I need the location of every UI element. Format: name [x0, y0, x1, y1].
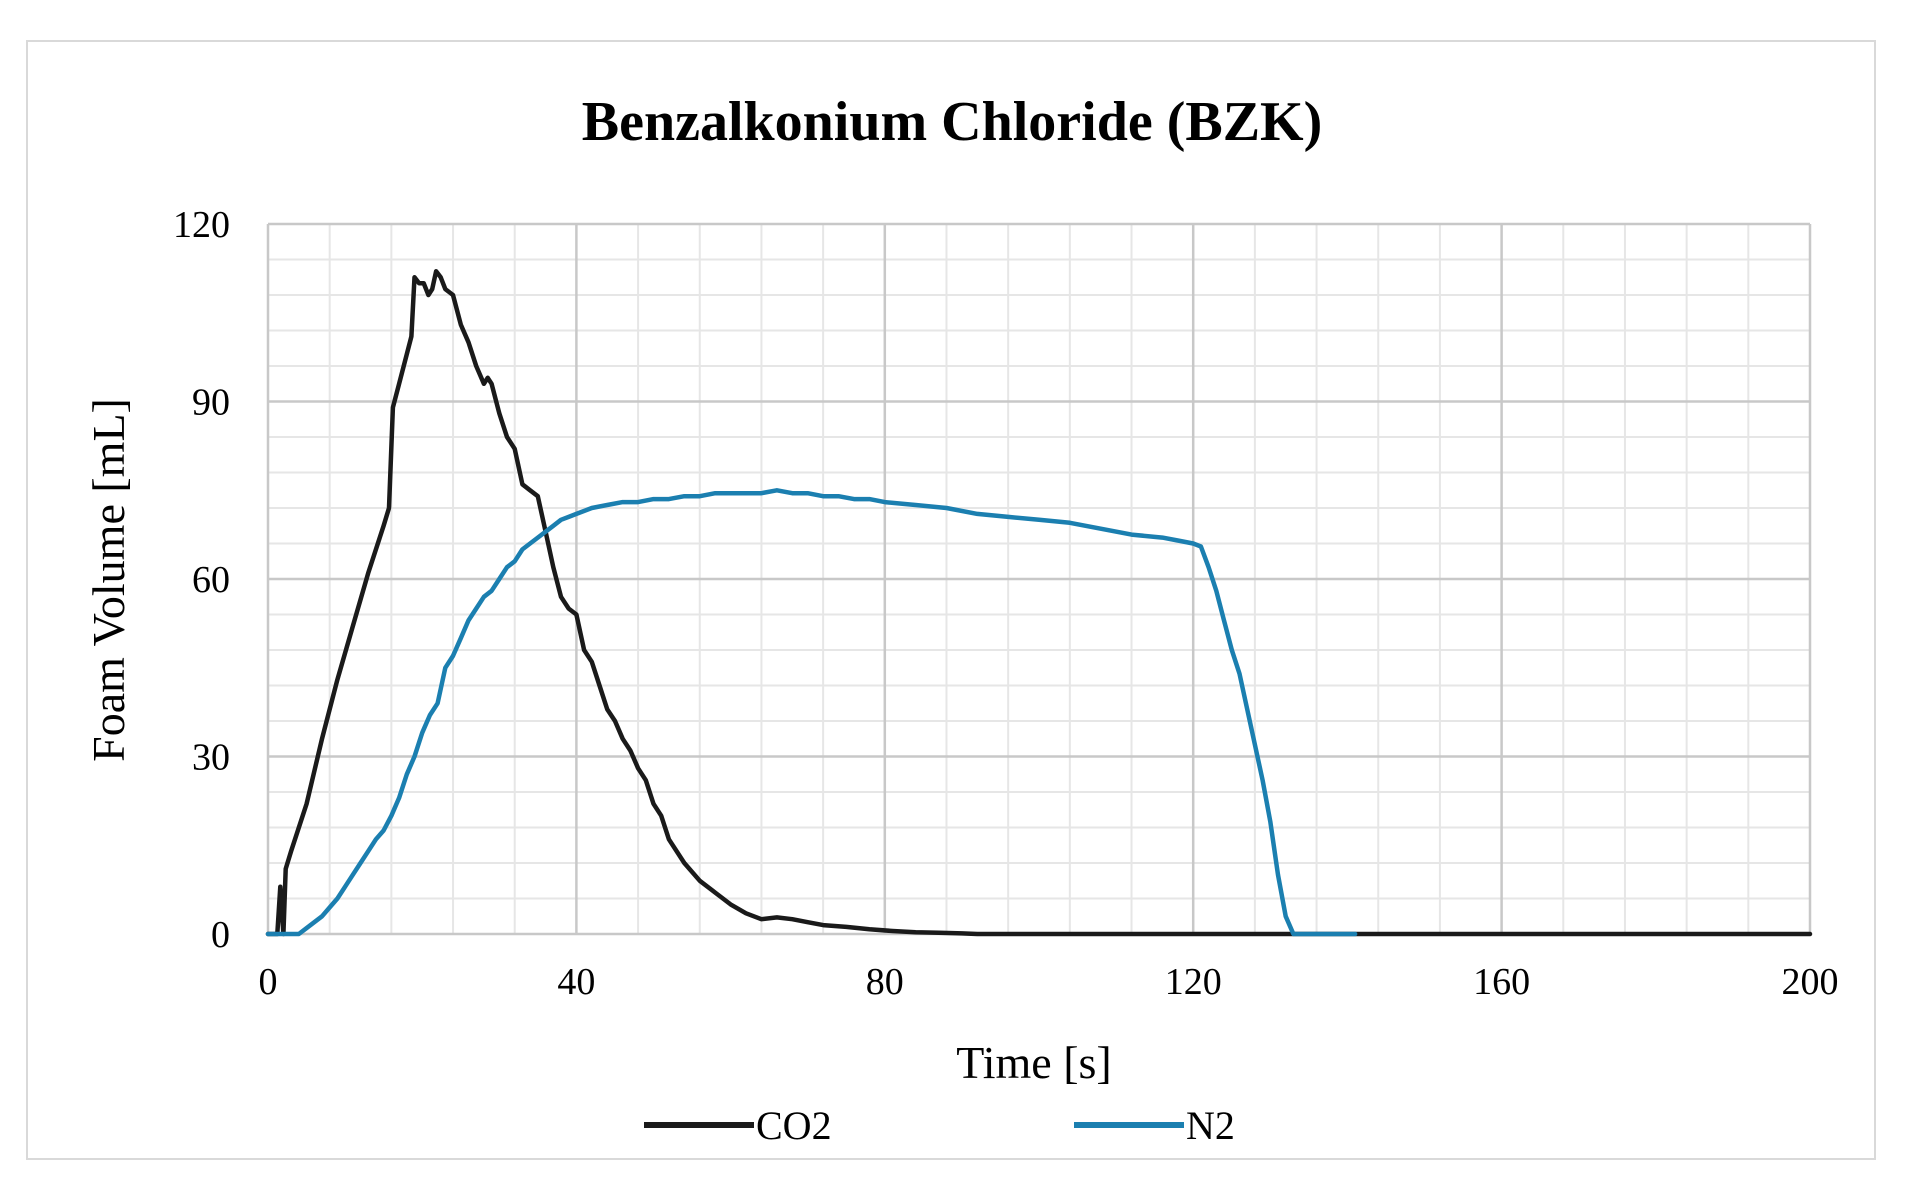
- y-tick-label: 0: [211, 914, 230, 956]
- series-line-n2: [265, 488, 1358, 937]
- y-tick-label: 120: [173, 204, 230, 246]
- x-tick-label: 0: [259, 961, 278, 1003]
- legend-label-co2: CO2: [756, 1103, 832, 1148]
- x-tick-label: 80: [866, 961, 904, 1003]
- legend: CO2 N2: [644, 1103, 1235, 1148]
- x-tick-label: 200: [1782, 961, 1839, 1003]
- y-axis-ticks: 0 30 60 90 120: [173, 204, 230, 956]
- x-axis-title: Time [s]: [956, 1037, 1112, 1088]
- y-tick-label: 90: [192, 382, 230, 424]
- series-lines: [265, 269, 1813, 937]
- y-tick-label: 60: [192, 559, 230, 601]
- series-line-co2: [265, 269, 1813, 937]
- x-tick-label: 160: [1473, 961, 1530, 1003]
- legend-label-n2: N2: [1186, 1103, 1235, 1148]
- chart-title: Benzalkonium Chloride (BZK): [582, 91, 1323, 153]
- y-tick-label: 30: [192, 737, 230, 779]
- x-tick-label: 120: [1165, 961, 1222, 1003]
- chart-frame: [26, 40, 1876, 1160]
- x-tick-label: 40: [557, 961, 595, 1003]
- y-axis-title: Foam Volume [mL]: [83, 398, 134, 762]
- x-axis-ticks: 0 40 80 120 160 200: [259, 961, 1839, 1003]
